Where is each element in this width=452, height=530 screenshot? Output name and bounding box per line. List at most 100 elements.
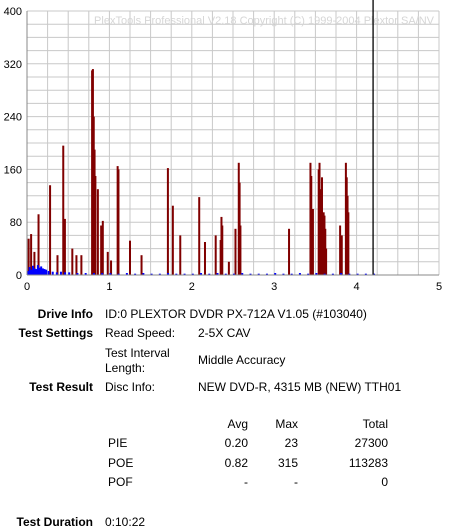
test-duration-label: Test Duration (16, 515, 93, 529)
row-total: 0 (381, 475, 388, 489)
pie-bar (282, 273, 285, 275)
poe-bar (33, 251, 36, 275)
poe-bar (166, 168, 169, 275)
pie-series (27, 265, 376, 275)
pie-bar (33, 268, 36, 275)
poe-bar (80, 255, 83, 275)
pie-bar (208, 273, 211, 275)
pie-bar (27, 271, 29, 275)
pie-bar (142, 273, 145, 275)
pie-bar (331, 273, 334, 275)
poe-bar (234, 228, 237, 275)
pie-bar (36, 265, 39, 275)
x-tick-label: 1 (106, 281, 112, 293)
pie-bar (158, 273, 161, 275)
pie-bar (290, 273, 293, 275)
drive-info-label: Drive Info (37, 307, 93, 321)
row-total: 113283 (348, 456, 388, 470)
disc-info-value: NEW DVD-R, 4315 MB (NEW) TTH01 (198, 380, 402, 394)
pie-bar (68, 272, 71, 275)
pie-bar (76, 273, 79, 275)
y-tick-labels: 0 80 160 240 320 400 (4, 6, 22, 282)
pie-bar (41, 268, 44, 275)
pie-bar (51, 271, 54, 275)
test-interval-label-line1: Test Interval (105, 346, 170, 360)
y-tick-label: 160 (4, 164, 22, 176)
poe-bar (288, 228, 291, 275)
pie-bar (191, 273, 194, 275)
poe-bar (75, 255, 78, 275)
pie-bar (175, 273, 178, 275)
header-total: Total (362, 417, 388, 431)
poe-bar (310, 176, 313, 275)
poe-bar (62, 145, 65, 275)
poe-bar (221, 225, 224, 275)
poe-bar (63, 218, 66, 275)
poe-bar (110, 260, 113, 275)
poe-bar (320, 177, 323, 275)
poe-bar (30, 234, 33, 275)
pie-bar (150, 273, 153, 275)
poe-bar (117, 169, 120, 275)
pie-bar (55, 272, 58, 275)
poe-bar (100, 225, 103, 275)
row-name: POF (108, 475, 133, 489)
x-tick-label: 2 (189, 281, 195, 293)
poe-bar (96, 189, 99, 275)
pie-bar (43, 269, 46, 275)
row-name: PIE (108, 436, 128, 450)
poe-bar (140, 255, 143, 275)
pie-bar (31, 265, 34, 275)
poe-bar (347, 212, 350, 275)
poe-bar (49, 185, 52, 275)
pie-bar (92, 273, 95, 275)
poe-bar (71, 248, 74, 275)
pie-bar (249, 273, 252, 275)
pie-bar (101, 273, 104, 275)
pie-bar (45, 269, 48, 275)
poe-bar (311, 209, 314, 275)
x-tick-label: 0 (24, 281, 30, 293)
test-interval-label-line2: Length: (105, 361, 146, 375)
row-max: - (294, 475, 298, 489)
y-tick-label: 0 (16, 270, 22, 282)
pie-bar (373, 273, 376, 275)
row-total: 27300 (354, 436, 388, 450)
poe-bar (27, 238, 30, 275)
drive-info-value: ID:0 PLEXTOR DVDR PX-712A V1.05 (#103040… (105, 307, 367, 321)
row-avg: 0.82 (224, 456, 248, 470)
row-max: 23 (284, 436, 298, 450)
disc-info-label: Disc Info: (105, 380, 156, 394)
pie-bar (307, 273, 310, 275)
pie-bar (274, 273, 277, 275)
row-avg: - (244, 475, 248, 489)
pie-bar (257, 273, 260, 275)
pie-bar (64, 272, 67, 275)
pie-bar (109, 273, 112, 275)
pie-bar (38, 267, 41, 275)
pie-bar (216, 273, 219, 275)
pie-bar (315, 273, 318, 275)
pie-bar (28, 267, 31, 275)
read-speed-label: Read Speed: (105, 326, 176, 340)
x-tick-label: 3 (271, 281, 277, 293)
poe-bar (339, 225, 342, 275)
pie-bar (47, 271, 50, 275)
pie-bar (356, 273, 359, 275)
poe-bar (101, 220, 104, 275)
pie-bar (125, 273, 128, 275)
test-result-label: Test Result (29, 380, 93, 394)
x-tick-label: 5 (436, 281, 442, 293)
pie-bar (40, 266, 43, 275)
poe-bar (214, 235, 217, 275)
pie-bar (233, 273, 235, 275)
poe-bar (239, 225, 242, 275)
poe-bar (56, 255, 59, 275)
poe-bar (179, 235, 182, 275)
pie-bar (84, 273, 87, 275)
poe-bar (319, 189, 322, 275)
pie-bar (224, 273, 227, 275)
header-avg: Avg (227, 417, 248, 431)
grid-lines (26, 10, 440, 276)
poe-bar (106, 251, 109, 275)
